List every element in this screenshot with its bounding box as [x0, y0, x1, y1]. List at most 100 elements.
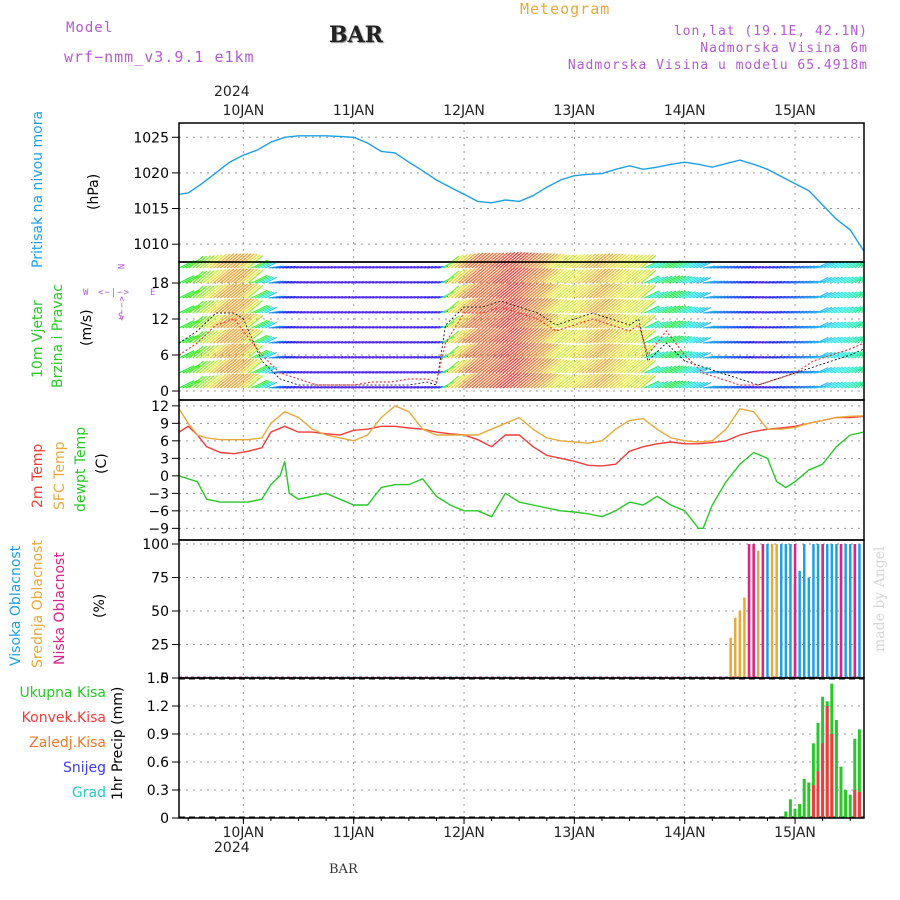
precip_total-bar	[857, 729, 861, 818]
wind-vector	[644, 305, 660, 314]
wind-vector	[251, 304, 268, 314]
wind-vector	[630, 284, 647, 299]
wind-vector	[485, 267, 505, 284]
wind-vector	[602, 253, 621, 269]
wind-vector	[699, 276, 712, 284]
wind-vector	[530, 267, 549, 284]
wind-vector	[226, 298, 245, 314]
wind-vector	[582, 283, 600, 299]
compass-line1: <−|−>	[98, 288, 131, 298]
wind-vector	[544, 373, 562, 389]
wind-vector	[647, 276, 661, 284]
bottom-day-label: 10JAN	[222, 825, 264, 841]
wind-vector	[651, 351, 665, 359]
wind-vector	[606, 328, 624, 344]
wind-vector	[585, 328, 603, 344]
wind-vector	[206, 344, 223, 359]
wind-vector	[482, 372, 501, 389]
wind-vector	[837, 261, 851, 269]
precip-legend-total: Ukupna Kisa	[19, 685, 106, 701]
wind-vector	[844, 291, 858, 299]
wind-vector	[671, 335, 687, 344]
precip_conv-bar	[816, 771, 820, 818]
wind-vector	[526, 312, 546, 329]
wind-vector	[668, 350, 684, 359]
wind-vector	[630, 344, 647, 359]
wind-vector	[264, 351, 278, 359]
cloud_low-bar	[761, 544, 765, 678]
wind-vector	[571, 253, 589, 269]
wind-vector	[671, 380, 687, 389]
wind-vector	[213, 283, 231, 299]
wind-vector	[606, 298, 624, 314]
wind-vector	[602, 358, 621, 374]
wind-vector	[557, 359, 575, 374]
wind-vector	[682, 366, 696, 374]
wind-vector	[526, 342, 546, 359]
wind-vector	[537, 298, 556, 314]
wind-vector	[606, 283, 624, 299]
wind-vector	[554, 374, 571, 389]
wind-vector	[192, 330, 208, 344]
wind-vector	[609, 268, 627, 284]
wind-vector	[485, 327, 505, 344]
wind-vector	[564, 284, 582, 299]
wind-vector	[240, 253, 258, 269]
wind-vector	[523, 252, 542, 269]
wind-vector	[468, 282, 487, 299]
wind-vector	[182, 289, 199, 299]
y-tick-label: 25	[151, 638, 169, 654]
wind-vector	[689, 276, 702, 284]
wind-vector	[454, 373, 472, 389]
dewpoint-line	[178, 431, 865, 529]
wind-vector	[447, 344, 465, 359]
wind-vector	[689, 261, 702, 269]
wind-vector	[244, 269, 261, 284]
wind-vector	[837, 381, 851, 389]
wind-vector	[492, 282, 512, 299]
wind-vector	[619, 329, 637, 344]
wind-vector	[823, 336, 836, 344]
wind-vector	[516, 312, 536, 329]
wind-vector	[647, 366, 661, 374]
wind-vector	[537, 268, 556, 284]
wind-vector	[595, 268, 614, 284]
wind-vector	[830, 351, 844, 359]
wind-vector	[192, 375, 208, 389]
bottom-day-label: 13JAN	[553, 825, 595, 841]
wind-vector	[219, 328, 238, 344]
wind-vector	[219, 343, 238, 359]
wind-vector	[837, 321, 851, 329]
wind-vector	[568, 299, 585, 314]
bottom-day-label: 12JAN	[443, 825, 485, 841]
wind-vector	[209, 313, 227, 329]
wind-vector	[602, 328, 621, 344]
wind-vector	[468, 372, 487, 389]
wind-vector	[178, 365, 195, 374]
wind-vector	[471, 252, 491, 269]
wind-vector	[685, 351, 699, 359]
wind-vector	[564, 269, 582, 284]
wind-vector	[447, 329, 465, 344]
wind-vector	[509, 282, 529, 299]
wind-vector	[530, 357, 549, 374]
wind-vector	[599, 253, 617, 269]
wind-vector	[830, 336, 844, 344]
wind-vector	[844, 321, 858, 329]
wind-vector	[661, 350, 677, 359]
wind-vector	[475, 312, 494, 329]
wind-vector	[513, 312, 533, 329]
cloud_high-bar	[816, 544, 820, 678]
wind-vector	[606, 373, 624, 389]
wind-vector	[844, 261, 858, 269]
wind-vector	[575, 373, 593, 389]
wind-vector	[223, 328, 242, 344]
wind-vector	[582, 343, 600, 359]
wind-vector	[513, 327, 533, 344]
wind-vector	[823, 261, 836, 269]
wind-vector	[816, 276, 829, 284]
wind-vector	[592, 253, 611, 269]
wind-vector	[619, 344, 637, 359]
wind-vector	[471, 297, 491, 314]
wind-vector	[478, 282, 498, 299]
